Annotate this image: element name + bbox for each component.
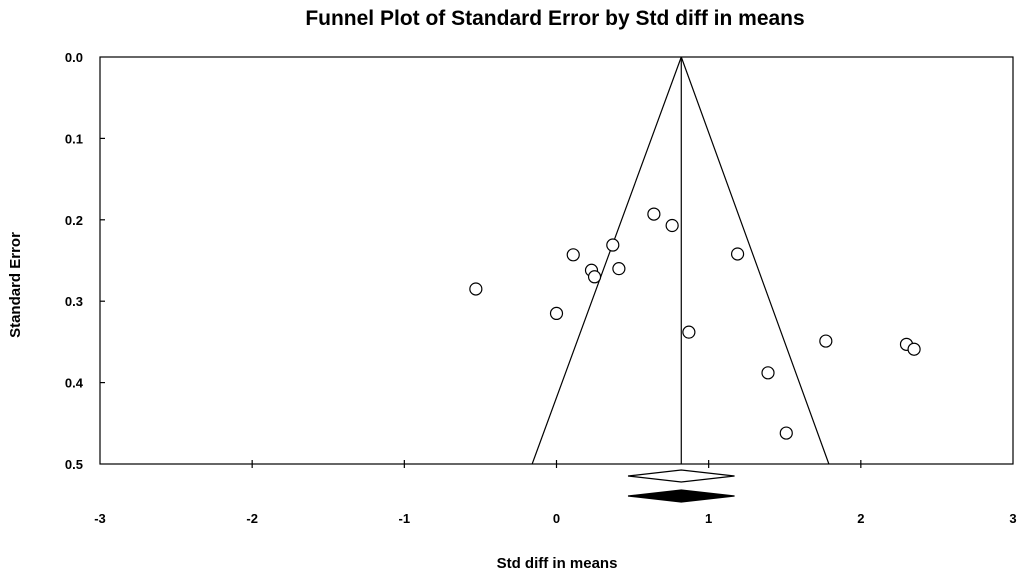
y-tick-label: 0.4 — [65, 376, 84, 391]
chart-title: Funnel Plot of Standard Error by Std dif… — [305, 7, 804, 30]
x-tick-label: -2 — [246, 511, 258, 526]
adjusted-summary-diamond — [627, 489, 735, 503]
y-tick-label: 0.2 — [65, 213, 83, 228]
study-point — [819, 334, 833, 348]
study-point — [469, 282, 483, 296]
x-tick-label: 3 — [1009, 511, 1016, 526]
study-point — [549, 306, 564, 321]
y-tick-label: 0.5 — [65, 457, 83, 472]
study-point — [682, 325, 696, 339]
funnel-left-line — [531, 56, 682, 465]
x-tick-label: -1 — [399, 511, 411, 526]
x-tick-label: 0 — [553, 511, 560, 526]
funnel-right-line — [680, 56, 830, 465]
x-tick-label: 2 — [857, 511, 864, 526]
y-tick-label: 0.3 — [65, 294, 83, 309]
y-tick-label: 0.0 — [65, 50, 83, 65]
x-axis-label: Std diff in means — [497, 555, 618, 572]
study-point — [730, 247, 745, 261]
x-tick-label: -3 — [94, 511, 106, 526]
study-point — [761, 366, 775, 380]
study-point — [665, 218, 679, 233]
study-point — [612, 262, 626, 276]
plot-frame — [99, 56, 1014, 465]
observed-summary-diamond — [627, 469, 735, 483]
study-point — [907, 342, 921, 356]
study-point — [606, 238, 620, 252]
study-point — [779, 426, 793, 440]
x-tick-label: 1 — [705, 511, 712, 526]
y-axis-label: Standard Error — [7, 232, 24, 338]
y-tick-label: 0.1 — [65, 131, 83, 146]
study-point — [647, 207, 661, 221]
study-point — [587, 270, 602, 284]
study-point — [566, 248, 580, 262]
